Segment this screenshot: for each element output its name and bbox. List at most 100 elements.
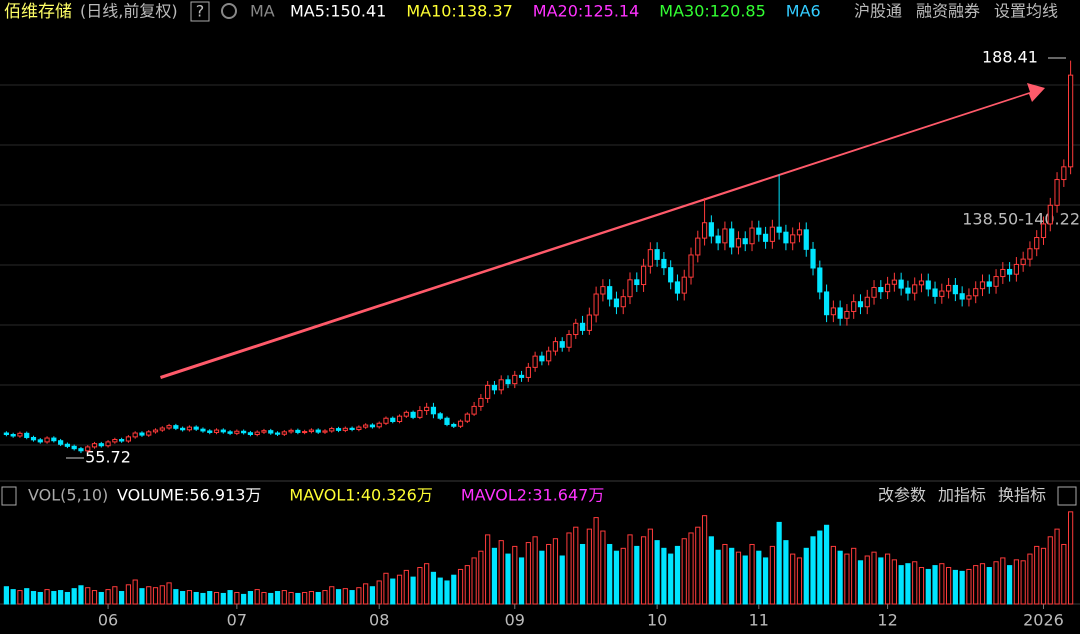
volume-bar — [166, 582, 172, 605]
volume-bar — [912, 561, 918, 605]
volume-bar — [742, 555, 748, 605]
stock-name: 佰维存储 — [4, 2, 72, 22]
candle-body — [600, 286, 606, 295]
volume-bar — [10, 589, 16, 605]
candle-body — [518, 374, 525, 378]
candle-body — [437, 413, 443, 419]
volume-bar — [485, 534, 491, 605]
volume-bar — [268, 592, 274, 605]
volume-bar — [335, 589, 342, 605]
volume-bar — [817, 530, 823, 605]
candle-body — [1068, 74, 1074, 168]
volume-bar — [17, 590, 23, 605]
volume-bar — [254, 589, 260, 605]
volume-bar — [986, 567, 992, 605]
volume-bar — [498, 540, 504, 605]
volume-bar — [1013, 559, 1019, 605]
candle-body — [491, 384, 498, 391]
candle-body — [37, 439, 43, 443]
volume-bar — [139, 588, 145, 605]
candle-body — [647, 249, 653, 267]
candle-body — [498, 379, 504, 391]
volume-bar — [973, 565, 979, 605]
candle-body — [559, 341, 565, 348]
candle-body — [532, 355, 538, 368]
volume-bar — [749, 543, 755, 605]
volume-bar — [871, 551, 877, 605]
indicator-name: MA — [250, 2, 275, 21]
volume-bar — [437, 577, 443, 605]
candle-body — [213, 429, 220, 433]
toolbar-button[interactable]: 沪股通 — [854, 2, 902, 21]
candle-body — [668, 267, 674, 283]
volume-bar — [634, 545, 640, 605]
volume-bar — [261, 591, 267, 605]
volume-bar — [491, 547, 498, 605]
candle-body — [51, 437, 57, 442]
candle-body — [220, 429, 226, 433]
candle-body — [478, 397, 484, 407]
volume-bar — [241, 593, 247, 605]
close-box[interactable] — [1057, 486, 1077, 506]
candle-body — [485, 384, 491, 399]
volume-bar — [471, 557, 477, 605]
volume-bar — [552, 538, 559, 605]
ma-value: MA10:138.37 — [406, 2, 512, 21]
volume-bar — [430, 571, 437, 605]
candle-body — [403, 411, 409, 417]
candle-body — [173, 425, 179, 429]
volume-bar — [3, 586, 9, 605]
indicator-button[interactable]: 加指标 — [938, 486, 986, 505]
volume-bar — [1020, 560, 1026, 605]
volume-bar — [329, 586, 335, 605]
volume-bar — [302, 591, 308, 605]
candle-body — [457, 420, 464, 427]
candle-body — [64, 443, 70, 447]
volume-bar — [518, 557, 525, 605]
volume-bar — [308, 591, 315, 605]
volume-bar — [85, 587, 91, 605]
x-tick-label: 12 — [877, 611, 897, 630]
volume-bar — [315, 591, 321, 605]
volume-bar — [701, 515, 708, 605]
volume-bar — [762, 557, 769, 605]
volume-bar — [729, 547, 735, 605]
candle-body — [1034, 237, 1040, 250]
toolbar-button[interactable]: 设置均线 — [994, 2, 1058, 21]
volume-bar — [647, 528, 653, 605]
volume-bar — [640, 536, 647, 605]
volume-bar — [939, 563, 945, 605]
toolbar-button[interactable]: 融资融券 — [916, 2, 980, 21]
help-icon[interactable]: ? — [196, 2, 205, 21]
indicator-button[interactable]: 换指标 — [998, 486, 1046, 505]
volume-bar — [44, 589, 50, 605]
candle-body — [776, 226, 782, 233]
volume-bar — [776, 521, 782, 605]
volume-bar — [274, 591, 281, 605]
candle-body — [701, 222, 708, 239]
volume-bar — [790, 553, 796, 605]
volume-bar — [979, 563, 986, 605]
candle-body — [390, 417, 396, 422]
vol-legend: MAVOL1:40.326万 — [289, 486, 432, 505]
candle-body — [444, 417, 450, 425]
volume-bar — [837, 550, 843, 605]
volume-bar — [71, 588, 77, 605]
volume-bar — [1061, 543, 1067, 605]
candle-body — [349, 427, 355, 430]
volume-bar — [58, 590, 64, 605]
volume-bar — [1000, 557, 1006, 605]
indicator-button[interactable]: 改参数 — [878, 486, 926, 505]
volume-bar — [105, 589, 111, 605]
x-tick-label: 2026 — [1023, 611, 1064, 630]
candle-body — [695, 237, 701, 256]
candle-body — [749, 227, 755, 245]
volume-bar — [424, 563, 430, 605]
candle-body — [24, 432, 30, 438]
low-label: 55.72 — [85, 448, 131, 467]
volume-bar — [593, 517, 599, 605]
candle-body — [85, 446, 91, 452]
settings-icon[interactable] — [221, 3, 237, 19]
volume-bar — [945, 567, 952, 605]
